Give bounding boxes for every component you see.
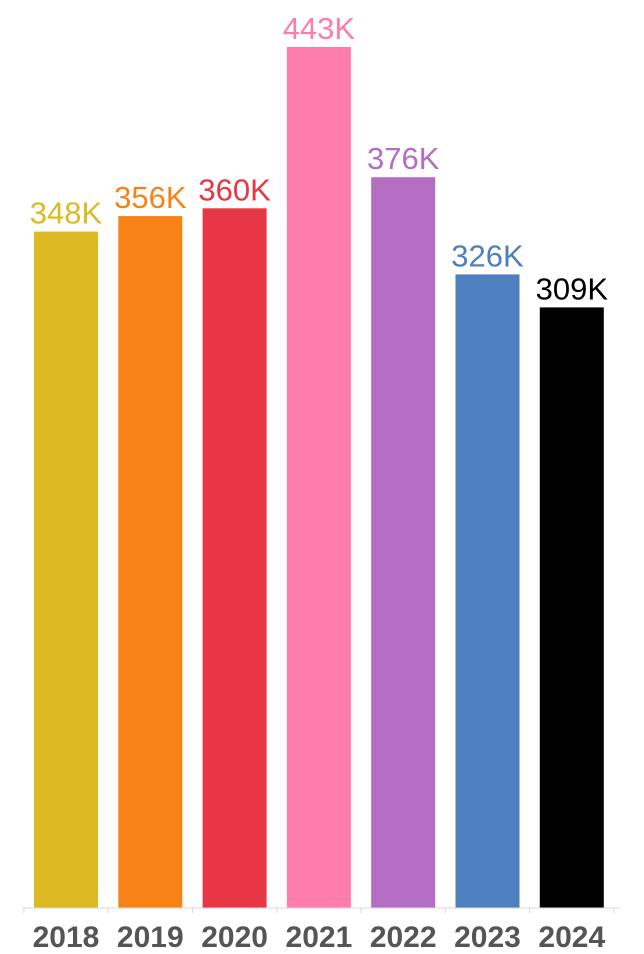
x-tick-label-2020: 2020 [201,921,268,954]
bar-2024 [540,307,604,908]
x-tick-label-2019: 2019 [117,921,184,954]
x-tick-label-2021: 2021 [286,921,353,954]
bar-2020 [203,208,267,908]
x-tick-label-2018: 2018 [33,921,100,954]
value-label-2018: 348K [30,196,103,231]
x-tick-label-2023: 2023 [454,921,521,954]
value-label-2021: 443K [283,11,356,46]
value-label-2020: 360K [198,172,271,207]
x-tick-label-2022: 2022 [370,921,437,954]
bar-2023 [456,274,520,908]
x-tick-label-2024: 2024 [538,921,605,954]
bar-2021 [287,47,351,908]
value-label-2024: 309K [536,271,609,306]
value-label-2019: 356K [114,180,187,215]
value-label-2022: 376K [367,141,440,176]
x-axis-tick-labels-group: 2018 2019 2020 2021 2022 2023 2024 [33,921,606,954]
x-axis-ticks-group [24,908,614,913]
value-label-2023: 326K [451,238,524,273]
bars-group [34,47,604,908]
bar-2019 [118,216,182,908]
bar-2022 [371,177,435,908]
bar-2018 [34,232,98,908]
